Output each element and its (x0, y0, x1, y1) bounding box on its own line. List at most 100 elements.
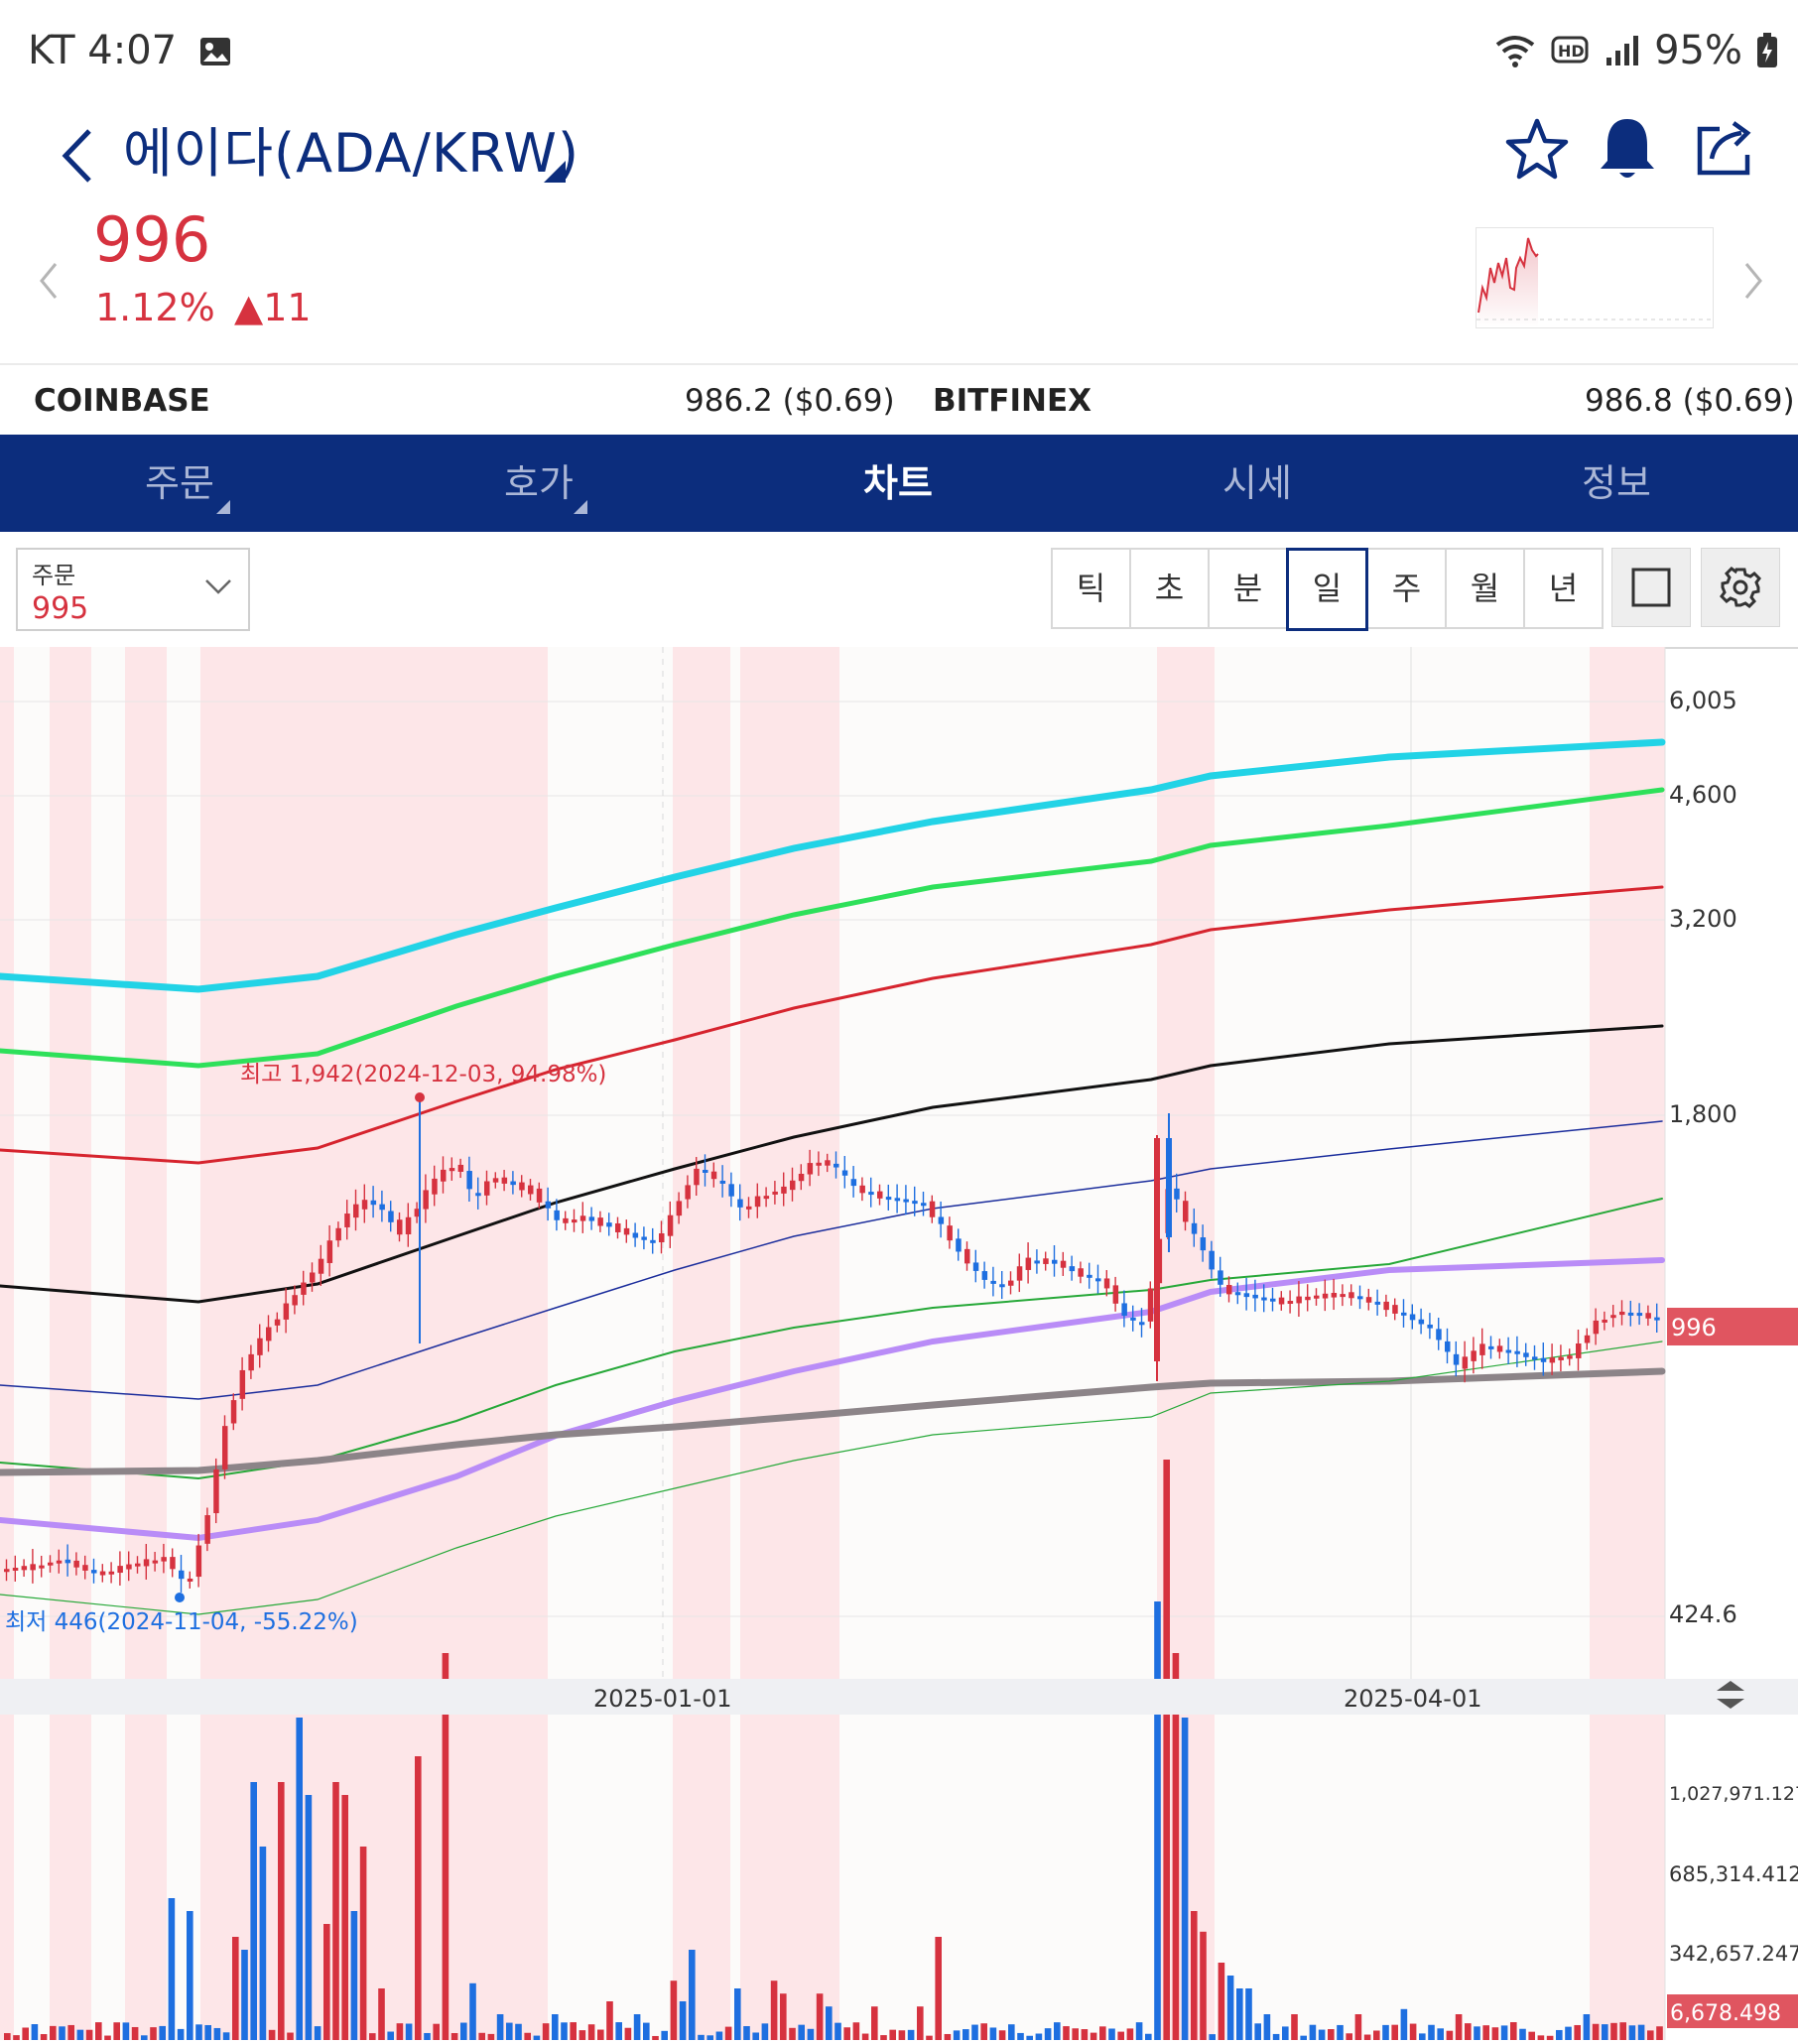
tab-market-price[interactable]: 시세 (1078, 435, 1437, 532)
candle-body (91, 1570, 97, 1574)
candle-body (1418, 1319, 1425, 1325)
next-chevron-icon[interactable] (1738, 256, 1768, 306)
prev-chevron-icon[interactable] (34, 256, 64, 306)
candle-body (588, 1216, 595, 1221)
order-select-label: 주문 (32, 562, 76, 589)
candle-body (432, 1178, 438, 1195)
volume-bar (743, 2026, 750, 2040)
candle-body (1270, 1298, 1276, 1302)
candle-body (1278, 1297, 1285, 1305)
candle-body (1200, 1237, 1207, 1251)
settings-button[interactable] (1701, 548, 1780, 627)
candle-body (885, 1197, 892, 1201)
candle-body (1287, 1301, 1294, 1305)
candle-body (1340, 1294, 1346, 1298)
band-top-line (0, 738, 1666, 993)
candle-body (1619, 1311, 1625, 1316)
candle-body (475, 1193, 481, 1197)
candle-body (1383, 1301, 1389, 1311)
volume-bar (396, 2023, 404, 2040)
candle-body (1296, 1296, 1302, 1304)
candle-body (667, 1214, 674, 1236)
candle-body (301, 1282, 307, 1295)
candle-body (1445, 1341, 1451, 1352)
volume-bar (1491, 2027, 1499, 2040)
title-dropdown-icon[interactable] (544, 161, 566, 183)
period-month[interactable]: 월 (1445, 548, 1525, 629)
volume-bar (889, 2029, 896, 2040)
volume-bar (698, 2034, 705, 2040)
volume-bar (1135, 2022, 1143, 2040)
volume-highlight-zone (200, 1715, 548, 2040)
price-chart[interactable]: 6,005 4,600 3,200 1,800 424.6 996 2025-0… (0, 647, 1798, 2040)
volume-bar (926, 2035, 933, 2040)
share-icon[interactable] (1690, 109, 1759, 189)
volume-bar (752, 2032, 759, 2040)
volume-bar (1565, 2026, 1572, 2040)
candle-body (388, 1211, 394, 1222)
volume-bar (405, 2023, 413, 2040)
mini-sparkline[interactable] (1476, 227, 1714, 328)
star-icon[interactable] (1502, 109, 1572, 189)
candle-body (999, 1284, 1005, 1288)
period-year[interactable]: 년 (1523, 548, 1604, 629)
fullscreen-button[interactable] (1611, 548, 1691, 627)
page-title[interactable]: 에이다(ADA/KRW) (123, 122, 580, 185)
candle-body (1139, 1322, 1145, 1326)
volume-axis-label: 685,314.412 (1669, 1862, 1798, 1886)
candle-body (746, 1206, 752, 1210)
volume-bar (369, 2033, 376, 2040)
tab-orderbook-dropdown-icon (574, 500, 587, 514)
candle-body (650, 1239, 656, 1243)
volume-bar (578, 2030, 586, 2040)
volume-bar (515, 2023, 522, 2040)
back-chevron-icon[interactable] (50, 111, 109, 200)
volume-bar (1163, 1460, 1170, 2040)
volume-bar (1300, 2035, 1307, 2040)
volume-bar (222, 2032, 230, 2040)
tab-info[interactable]: 정보 (1437, 435, 1796, 532)
carrier-time-text: KT 4:07 (28, 28, 178, 73)
exchange-prices: COINBASE 986.2 ($0.69) BITFINEX 986.8 ($… (0, 363, 1798, 437)
period-week[interactable]: 주 (1366, 548, 1447, 629)
resize-handle-icon[interactable] (1717, 1681, 1744, 1709)
volume-bar (880, 2035, 887, 2040)
volume-bar (187, 1911, 193, 2040)
candle-body (938, 1216, 945, 1224)
volume-bar (1008, 2024, 1015, 2040)
volume-bar (561, 2022, 568, 2040)
volume-bar (213, 2027, 221, 2040)
candle-body (179, 1570, 185, 1580)
candle-body (510, 1181, 516, 1186)
volume-bar (1419, 2033, 1426, 2040)
period-tick[interactable]: 틱 (1051, 548, 1131, 629)
period-minute[interactable]: 분 (1208, 548, 1288, 629)
candle-body (859, 1185, 865, 1194)
volume-bar (1637, 2024, 1645, 2040)
tab-chart[interactable]: 차트 (718, 435, 1078, 532)
candle-body (1069, 1266, 1076, 1272)
candle-body (239, 1369, 246, 1399)
tab-orderbook[interactable]: 호가 (359, 435, 718, 532)
tab-order[interactable]: 주문 (0, 435, 359, 532)
header: 에이다(ADA/KRW) (0, 99, 1798, 208)
candle-body (632, 1232, 639, 1238)
volume-bar (1318, 2029, 1326, 2040)
volume-bar (861, 2033, 869, 2040)
candle-body (1392, 1305, 1398, 1314)
volume-bar (506, 2022, 513, 2040)
candle-body (615, 1222, 621, 1232)
order-type-select[interactable]: 주문 995 (16, 548, 250, 631)
volume-bar (85, 2029, 93, 2040)
period-day[interactable]: 일 (1286, 548, 1368, 631)
band-navy-line (0, 1120, 1663, 1400)
candle-body (1095, 1278, 1101, 1282)
candle-body (1654, 1317, 1660, 1321)
candle-body (152, 1560, 159, 1564)
volume-bar (980, 2023, 987, 2040)
bell-icon[interactable] (1593, 109, 1662, 189)
period-second[interactable]: 초 (1129, 548, 1210, 629)
tab-order-dropdown-icon (216, 500, 230, 514)
candle-body (1374, 1301, 1381, 1305)
candle-body (1008, 1280, 1014, 1286)
